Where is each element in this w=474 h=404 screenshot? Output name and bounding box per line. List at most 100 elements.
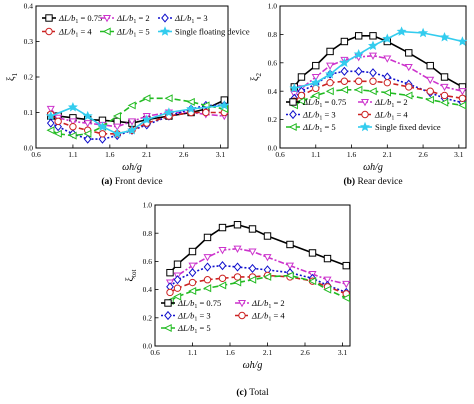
series-line [50,104,225,135]
data-point [46,118,55,128]
data-point [326,62,335,70]
data-point [164,299,172,307]
data-point [67,101,78,112]
y-tick-label: 0.4 [24,2,34,11]
y-tick-label: 0.4 [143,285,153,294]
series-5 [46,94,229,140]
data-point [458,88,467,96]
data-point [166,268,174,277]
plot-frame [154,204,351,347]
data-point [98,134,107,144]
x-tick-label: 1.6 [347,150,357,159]
data-point [426,61,434,70]
legend-item: ΔL/b1 = 2 [235,298,285,310]
data-point [382,33,393,43]
data-point [418,27,429,38]
data-point [297,73,306,81]
data-point [45,14,53,22]
data-point [342,280,351,289]
data-point [440,73,449,81]
data-point [46,105,55,114]
data-point [396,26,407,36]
legend-item: ΔL/b1 = 0.75 [42,13,102,25]
legend-item: ΔL/b1 = 5 [100,27,150,39]
data-point [360,98,370,107]
x-tick-label: 3.1 [454,150,464,159]
data-point [203,233,212,242]
data-point [68,131,77,140]
series-5 [165,271,350,305]
data-point [83,134,92,144]
y-tick-label: 0.6 [143,257,153,266]
data-point [238,311,246,320]
data-point [297,91,306,100]
data-point [368,87,377,96]
data-point [325,87,334,96]
y-tick-label: 0.2 [143,313,153,322]
data-point [340,77,349,85]
data-point [54,122,63,132]
legend-label: ΔL/b1 = 3 [177,311,211,323]
data-point [54,117,62,126]
y-axis-title: ξtot [125,270,138,282]
y-tick-label: 0.0 [24,144,34,153]
data-point [163,107,174,117]
legend: ΔL/b1 = 0.75 ΔL/b1 = 2 ΔL/b1 = 3 ΔL/b1 = 4 Δ… [42,13,250,39]
x-tick-label: 1.1 [188,348,198,357]
data-point [457,36,468,46]
legend-item: ΔL/b1 = 2 [358,97,408,109]
data-point [46,126,55,135]
panel-caption: (c) Total [236,387,269,398]
series-1 [166,221,350,277]
legend-item: ΔL/b1 = 5 [286,122,336,134]
data-point [164,310,172,321]
data-point [404,91,413,100]
data-point [263,254,272,262]
x-tick-label: 2.6 [300,348,310,357]
data-point [233,278,242,287]
legend-label: ΔL/b1 = 2 [251,298,285,310]
data-point [203,262,212,272]
data-point [166,288,174,297]
series-6 [289,26,468,93]
data-point [383,78,392,87]
data-point [312,61,320,70]
data-point [311,73,320,82]
legend-item: Single floating device [158,26,250,37]
data-point [173,275,182,285]
data-point [188,278,197,287]
data-point [404,64,413,72]
series-4 [290,77,467,105]
data-point [289,83,300,93]
legend-item: ΔL/b1 = 3 [286,110,336,122]
data-point [405,49,413,57]
data-point [102,27,111,36]
data-point [218,281,227,290]
y-tick-label: 0.3 [24,37,34,46]
data-point [354,32,363,40]
x-tick-label: 2.6 [179,150,189,159]
data-point [203,276,212,284]
data-point [112,128,123,139]
legend-item: ΔL/b1 = 4 [358,110,408,122]
data-point [312,84,320,93]
y-tick-label: 0.0 [143,342,153,351]
data-point [405,83,413,91]
data-point [163,323,172,333]
x-tick-label: 0.6 [275,150,285,159]
series-line [293,54,463,95]
data-point [285,271,294,280]
y-axis-title: ξ1 [6,73,19,81]
series-line [169,247,347,285]
legend-label: ΔL/b1 = 2 [374,97,408,109]
y-tick-label: 0.1 [24,108,34,117]
legend: ΔL/b1 = 0.75 ΔL/b1 = 2 ΔL/b1 = 3 ΔL/b1 = 4 Δ… [161,298,285,335]
legend-item: ΔL/b1 = 5 [161,323,211,335]
data-point [248,225,257,233]
data-point [142,94,151,103]
data-point [368,52,378,60]
legend-label: ΔL/b1 = 4 [251,311,285,323]
series-6 [45,100,230,139]
y-tick-label: 1.0 [268,2,278,11]
